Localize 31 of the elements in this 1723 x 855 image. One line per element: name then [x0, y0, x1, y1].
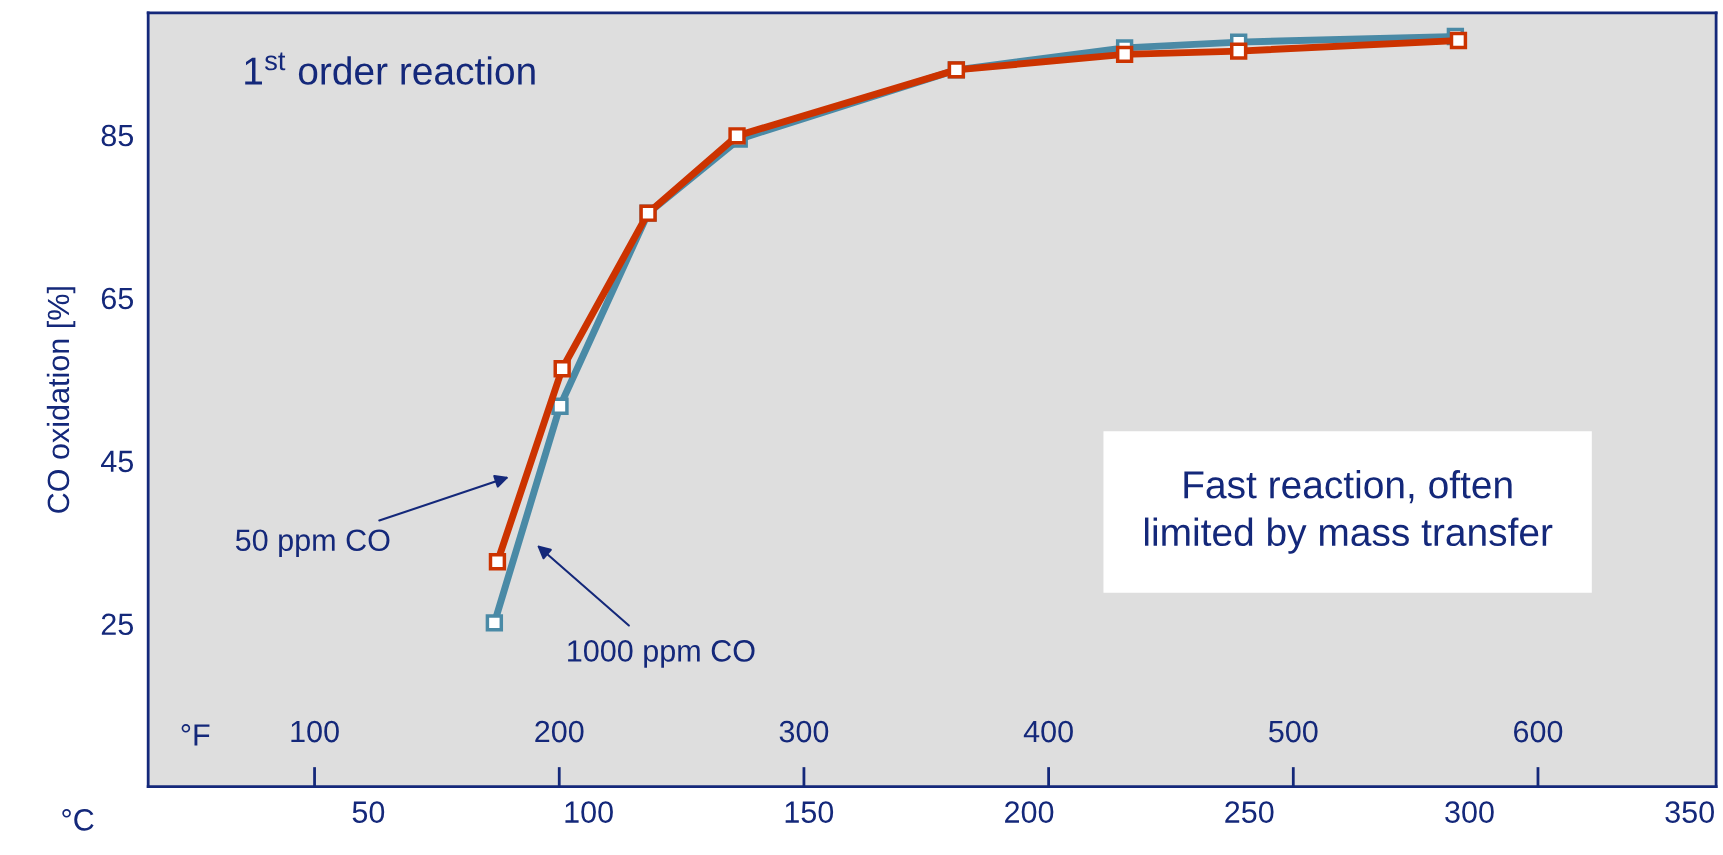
annotation: Fast reaction, often limited by mass transfer: [1144, 470, 1553, 554]
y-tick-label: 25: [101, 613, 134, 636]
point: [551, 397, 569, 415]
x2-tick-label: 500: [1269, 720, 1318, 743]
x2-tick-label: 300: [779, 720, 829, 743]
point: [1449, 31, 1468, 50]
point: [553, 360, 571, 378]
point: [485, 614, 504, 632]
annotation: 50 ppm CO: [235, 529, 390, 558]
x-tick-label: 300: [1445, 801, 1494, 823]
x-tick-label: 350: [1665, 801, 1714, 823]
x-axis-title: °C: [62, 809, 94, 831]
x2-tick-label: 100: [291, 720, 339, 743]
x2-tick-label: 200: [535, 720, 584, 743]
x-tick-label: 200: [1005, 801, 1054, 823]
point: [488, 553, 507, 571]
y-axis-title: CO oxidation [%]: [46, 287, 76, 513]
y-tick-label: 65: [101, 287, 134, 310]
point: [1115, 45, 1134, 64]
annotation: 1000 ppm CO: [568, 640, 755, 668]
x-tick-label: 100: [565, 801, 613, 823]
point: [1230, 42, 1248, 60]
x2-axis-title: °F: [181, 724, 210, 746]
x2-tick-label: 600: [1514, 720, 1563, 743]
x2-tick-label: 400: [1023, 720, 1073, 743]
text: 1$^{st}$ order reaction: [245, 52, 535, 85]
x-tick-label: 150: [785, 801, 834, 823]
y-tick-label: 45: [101, 450, 134, 473]
x-tick-label: 50: [352, 801, 385, 823]
y-tick-label: 85: [101, 124, 134, 147]
x-tick-label: 250: [1225, 801, 1274, 823]
